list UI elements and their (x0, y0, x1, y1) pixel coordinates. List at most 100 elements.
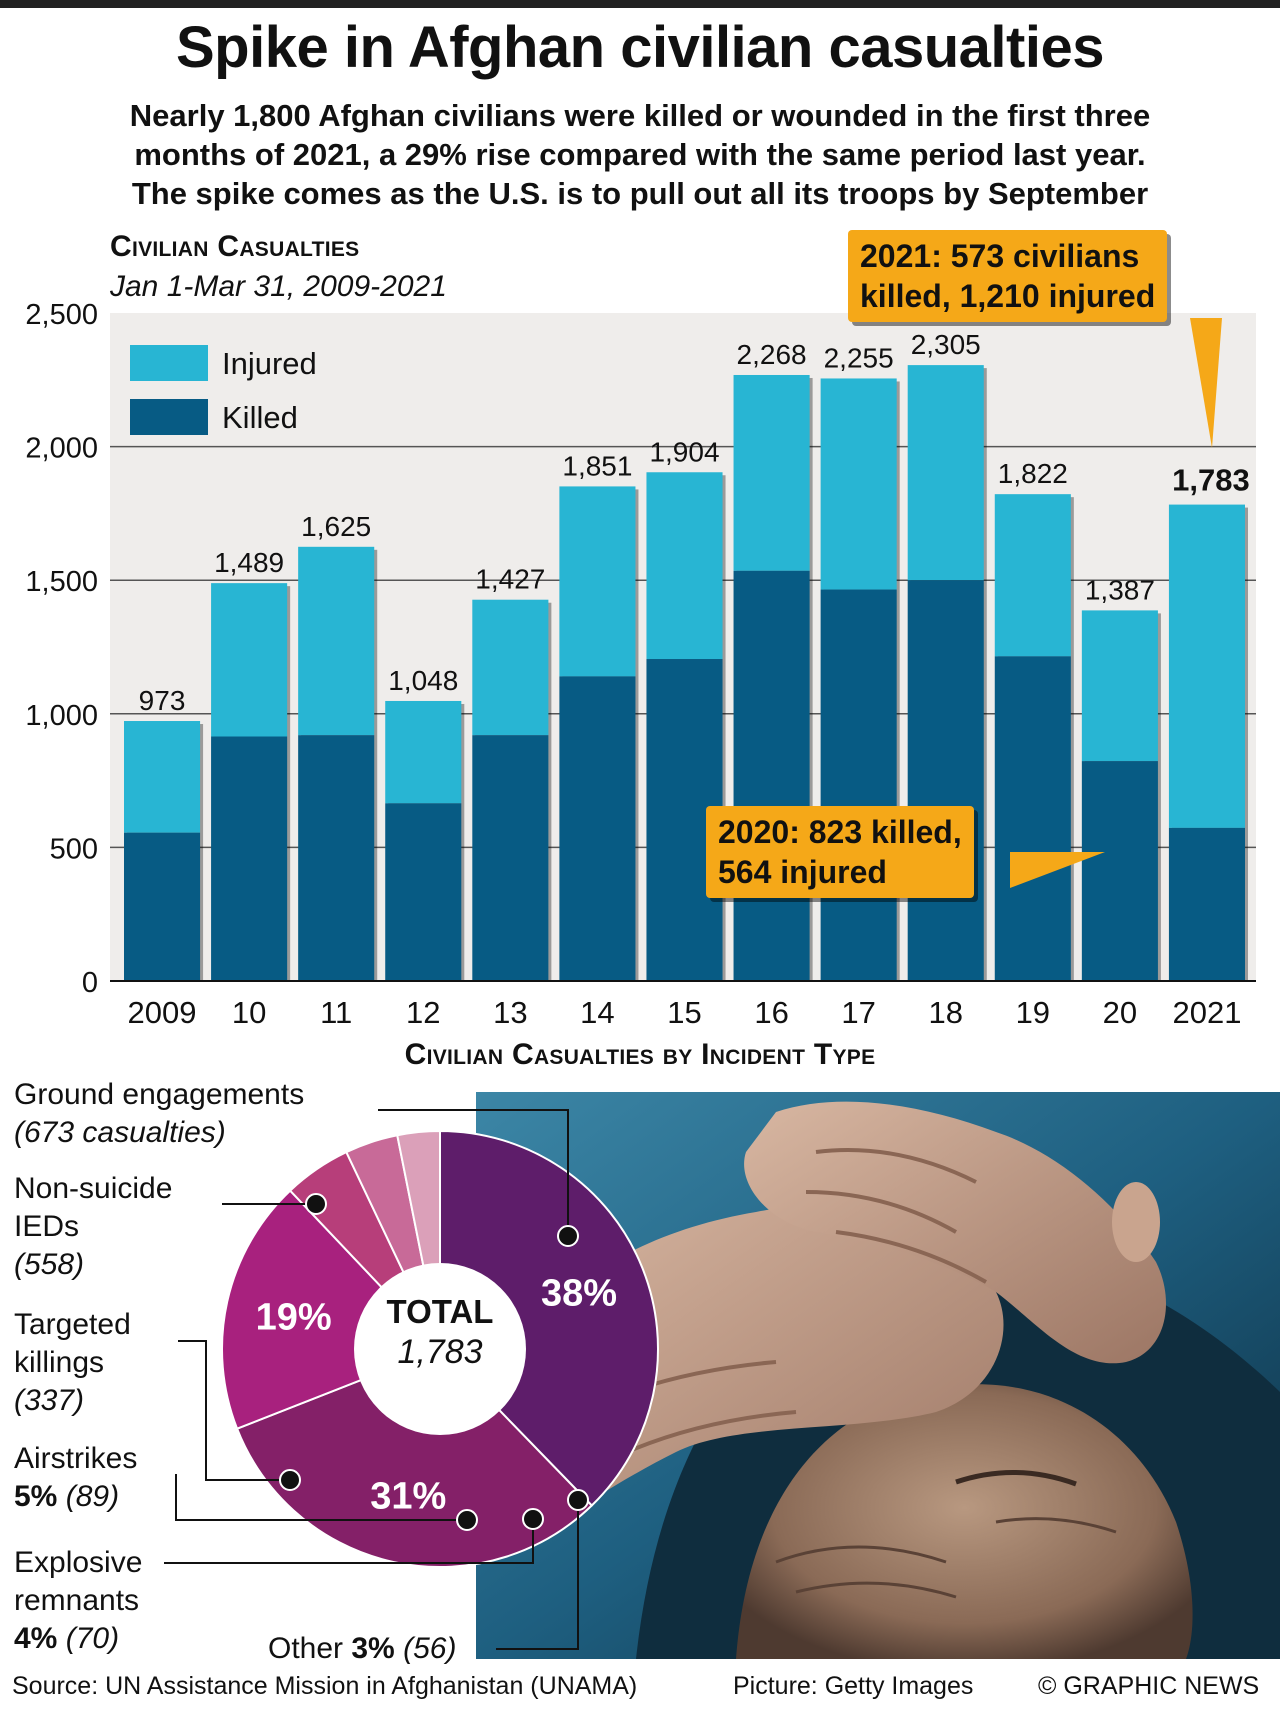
bar-injured (1081, 610, 1158, 762)
y-tick-label: 2,500 (25, 299, 98, 331)
bar-total-label: 1,904 (649, 436, 719, 467)
callout-2020-line: 2020: 823 killed, (718, 814, 962, 850)
label-explosive-name-1: Explosive (14, 1546, 143, 1579)
bar-injured (820, 378, 897, 590)
bar-injured (1168, 504, 1245, 828)
label-targeted-name-1: Targeted (14, 1308, 131, 1341)
x-tick-label: 13 (493, 995, 527, 1030)
bar-killed (733, 570, 810, 981)
bar-injured (733, 374, 810, 571)
bar-killed (907, 580, 984, 981)
footer-picture-credit: Picture: Getty Images (733, 1672, 974, 1700)
photo-illustration (476, 1092, 1280, 1659)
donut-slice (221, 1189, 442, 1431)
y-tick-label: 0 (82, 967, 98, 999)
bar-total-label: 2,268 (737, 339, 807, 370)
bar-total-label: 2,255 (824, 342, 894, 373)
donut-center-value: 1,783 (397, 1333, 482, 1371)
x-tick-label: 10 (232, 995, 266, 1030)
legend-label-injured: Injured (222, 346, 317, 381)
label-airstrikes-name: Airstrikes (14, 1442, 138, 1475)
leader-line-targeted (178, 1340, 290, 1481)
x-tick-label: 14 (580, 995, 614, 1030)
x-tick-label: 17 (841, 995, 875, 1030)
page-subtitle: Nearly 1,800 Afghan civilians were kille… (30, 96, 1250, 213)
label-ground-count: (673 casualties) (14, 1116, 226, 1149)
x-tick-label: 11 (320, 995, 352, 1030)
legend: Injured Killed (130, 345, 317, 435)
label-airstrikes-pct: 5% (14, 1480, 58, 1513)
bar-killed (472, 735, 549, 981)
bar-total-label: 1,387 (1085, 574, 1155, 605)
bar-total-label: 1,625 (301, 511, 371, 542)
bar-killed (1168, 827, 1245, 981)
label-airstrikes-count: (89) (65, 1480, 120, 1513)
bar-injured (124, 721, 201, 833)
callout-2021-line: killed, 1,210 injured (860, 278, 1156, 314)
callout-2021-pointer (1190, 318, 1222, 448)
bar-total-label: 1,822 (998, 458, 1068, 489)
bar-killed (1081, 761, 1158, 981)
label-ground-name: Ground engagements (14, 1078, 305, 1111)
leader-dot-targeted (279, 1469, 301, 1491)
label-explosive-remnants: Explosive remnants 4% (70) (14, 1544, 142, 1658)
callout-2020-pointer (1010, 852, 1105, 888)
bar-killed (820, 589, 897, 981)
bar-injured (472, 599, 549, 736)
leader-dot-airstrikes (456, 1509, 478, 1531)
bar-injured (646, 472, 723, 660)
donut-slice (396, 1129, 441, 1350)
subtitle-line: months of 2021, a 29% rise compared with… (134, 137, 1146, 172)
label-explosive-pct: 4% (14, 1622, 58, 1655)
bar-total-label: 1,489 (214, 547, 284, 578)
pie-chart-title: Civilian Casualties by Incident Type (404, 1038, 876, 1071)
y-tick-label: 1,000 (25, 700, 98, 732)
x-tick-label: 19 (1016, 995, 1050, 1030)
bar-injured (907, 365, 984, 581)
donut-percent-label: 31% (370, 1476, 446, 1518)
footer-credit: © GRAPHIC NEWS (1038, 1672, 1260, 1700)
leader-dot-ieds (305, 1193, 327, 1215)
label-ieds-count: (558) (14, 1248, 85, 1281)
label-targeted-killings: Targeted killings (337) (14, 1306, 131, 1420)
bar-killed (211, 736, 288, 981)
bar-injured (385, 700, 462, 804)
donut-slice (288, 1150, 441, 1350)
callout-2021: 2021: 573 civilians killed, 1,210 injure… (848, 230, 1168, 322)
label-airstrikes: Airstrikes 5% (89) (14, 1440, 137, 1516)
label-other-pct: 3% (351, 1632, 395, 1665)
label-other: Other 3% (56) (268, 1630, 456, 1668)
top-rule (0, 0, 1280, 8)
donut-percent-label: 19% (256, 1296, 332, 1338)
bar-injured (211, 583, 288, 737)
bar-total-label: 1,427 (475, 564, 545, 595)
bar-chart-title: Civilian Casualties (110, 230, 360, 263)
footer-source: Source: UN Assistance Mission in Afghani… (12, 1672, 638, 1700)
bar-injured (994, 494, 1071, 657)
subtitle-line: Nearly 1,800 Afghan civilians were kille… (129, 98, 1151, 133)
label-ieds-name-2: IEDs (14, 1210, 80, 1243)
photograph (476, 1092, 1280, 1659)
y-tick-label: 2,000 (25, 433, 98, 465)
bar-chart: 0 500 1,000 1,500 2,000 2,500 973 1,489 1,625 1,… (25, 299, 1256, 1030)
bar-total-label: 973 (139, 685, 186, 716)
bar-total-label: 1,783 (1172, 463, 1250, 498)
y-tick-label: 1,500 (25, 566, 98, 598)
donut-slice (345, 1134, 441, 1350)
y-tick-label: 500 (50, 833, 98, 865)
bar-killed (298, 735, 375, 981)
bar-total-label: 1,851 (562, 450, 632, 481)
label-targeted-name-2: killings (14, 1346, 105, 1379)
legend-swatch-killed (130, 399, 208, 435)
callout-2020: 2020: 823 killed, 564 injured (706, 806, 974, 898)
label-targeted-count: (337) (14, 1384, 85, 1417)
leader-line-airstrikes (175, 1474, 467, 1521)
bar-killed (994, 656, 1071, 981)
label-ground-engagements: Ground engagements (673 casualties) (14, 1076, 304, 1152)
x-tick-label: 16 (754, 995, 788, 1030)
bar-killed (124, 832, 201, 981)
label-explosive-name-2: remnants (14, 1584, 140, 1617)
page-title: Spike in Afghan civilian casualties (175, 15, 1105, 80)
x-tick-label: 12 (406, 995, 440, 1030)
label-other-name: Other (268, 1632, 344, 1665)
